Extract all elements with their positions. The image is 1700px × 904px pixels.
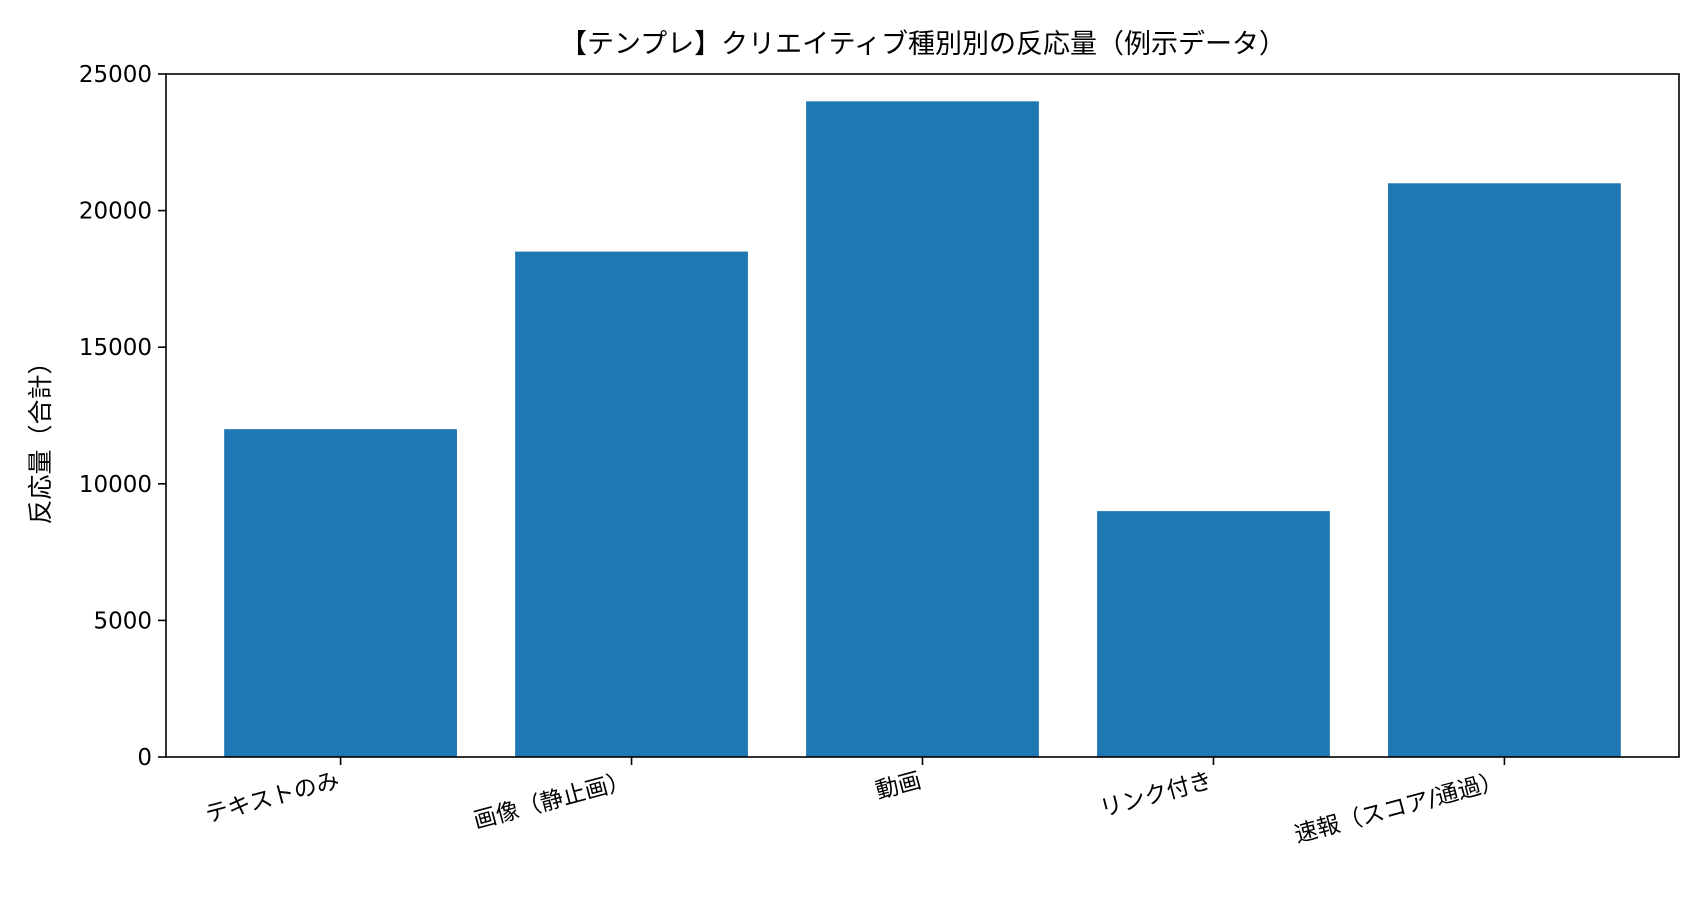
y-tick-label-2: 10000 xyxy=(79,472,152,498)
x-tick-label-1: 画像（静止画） xyxy=(471,768,633,835)
bar-0 xyxy=(224,429,457,757)
chart-title: 【テンプレ】クリエイティブ種別別の反応量（例示データ） xyxy=(560,29,1286,60)
bar-4 xyxy=(1388,183,1621,757)
bar-3 xyxy=(1097,511,1330,757)
y-tick-label-0: 0 xyxy=(137,745,152,771)
y-axis-label: 反応量（合計） xyxy=(26,349,55,524)
bar-1 xyxy=(515,251,748,757)
y-tick-label-4: 20000 xyxy=(79,199,152,225)
x-tick-label-4: 速報（スコア/通過） xyxy=(1292,768,1506,849)
y-tick-label-1: 5000 xyxy=(93,608,152,634)
x-axis-ticks: テキストのみ 画像（静止画） 動画 リンク付き 速報（スコア/通過） xyxy=(203,757,1506,848)
x-tick-label-2: 動画 xyxy=(873,768,924,805)
x-tick-label-3: リンク付き xyxy=(1097,768,1215,823)
plot-frame xyxy=(165,73,1680,758)
bar-2 xyxy=(806,101,1039,757)
y-tick-label-5: 25000 xyxy=(79,62,152,88)
bars-layer xyxy=(224,101,1621,757)
y-axis-ticks: 0 5000 10000 15000 20000 25000 xyxy=(79,62,166,771)
x-tick-label-0: テキストのみ xyxy=(203,768,342,829)
y-tick-label-3: 15000 xyxy=(79,335,152,361)
